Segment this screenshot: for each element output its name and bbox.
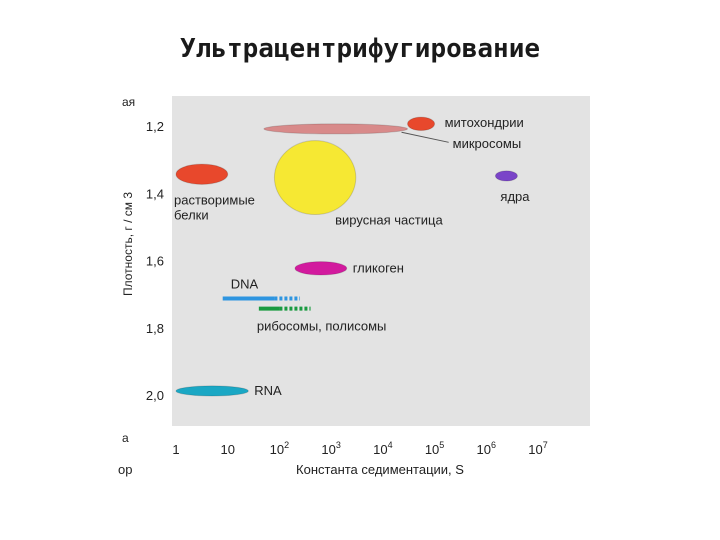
- region-label-5: гликоген: [353, 260, 404, 275]
- y-tick-2: 1,6: [146, 254, 164, 269]
- x-tick-6: 106: [477, 440, 496, 457]
- x-tick-0: 1: [172, 442, 179, 457]
- region-2: [175, 163, 229, 185]
- region-label-6: RNA: [254, 383, 282, 398]
- x-tick-2: 102: [270, 440, 289, 457]
- edge-fragment-top: ая: [122, 95, 135, 109]
- slide-title: Ультрацентрифугирование: [179, 34, 541, 64]
- region-3: [273, 140, 357, 216]
- region-label-4: ядра: [500, 189, 530, 204]
- region-1: [263, 123, 409, 135]
- y-tick-3: 1,8: [146, 321, 164, 336]
- x-tick-4: 104: [373, 440, 392, 457]
- plot-area: [172, 96, 590, 426]
- x-axis-label: Константа седиментации, S: [296, 462, 464, 477]
- region-5: [294, 261, 348, 276]
- x-tick-7: 107: [528, 440, 547, 457]
- segment-label-1: рибосомы, полисомы: [257, 319, 387, 334]
- segment-label-0: DNA: [231, 277, 259, 292]
- region-label-1: микросомы: [453, 136, 522, 151]
- x-tick-3: 103: [321, 440, 340, 457]
- region-6: [175, 385, 249, 397]
- edge-fragment-mid: а: [122, 431, 129, 445]
- region-4: [494, 170, 518, 182]
- y-tick-4: 2,0: [146, 388, 164, 403]
- region-label-2: растворимые белки: [174, 192, 255, 222]
- y-tick-0: 1,2: [146, 119, 164, 134]
- region-0: [407, 116, 436, 132]
- x-tick-1: 10: [220, 442, 234, 457]
- edge-fragment-bottom: ор: [118, 462, 132, 477]
- region-label-3: вирусная частица: [335, 213, 443, 228]
- region-label-0: митохондрии: [445, 115, 524, 130]
- y-axis-label: Плотность, г / см 3: [121, 192, 135, 296]
- x-tick-5: 105: [425, 440, 444, 457]
- y-tick-1: 1,4: [146, 186, 164, 201]
- microsome-leader-line: [401, 131, 449, 143]
